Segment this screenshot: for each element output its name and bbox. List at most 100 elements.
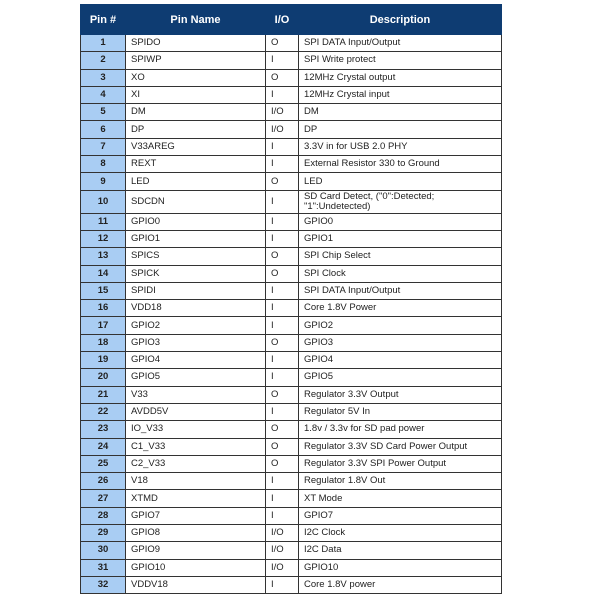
- pin-io: O: [265, 437, 299, 456]
- pin-number: 20: [80, 368, 126, 387]
- pin-number: 25: [80, 454, 126, 474]
- pin-description: SPI Clock: [298, 264, 502, 283]
- table-row: 28 GPIO7 I GPIO7: [80, 506, 502, 526]
- pin-description: 12MHz Crystal input: [298, 85, 502, 105]
- table-row: 7 V33AREG I 3.3V in for USB 2.0 PHY: [80, 137, 502, 157]
- pin-description: DP: [298, 120, 502, 139]
- pin-name: GPIO10: [125, 558, 266, 577]
- pin-io: I/O: [265, 103, 299, 122]
- pin-description: GPIO2: [298, 316, 502, 335]
- header-row: Pin # Pin Name I/O Description: [80, 4, 502, 35]
- table-row: 23 IO_V33 O 1.8v / 3.3v for SD pad power: [80, 420, 502, 439]
- table-row: 8 REXT I External Resistor 330 to Ground: [80, 155, 502, 174]
- pin-number: 7: [80, 137, 126, 157]
- pin-number: 4: [80, 85, 126, 105]
- pin-name: LED: [125, 172, 266, 191]
- pin-io: O: [265, 264, 299, 283]
- pin-name: SPIDI: [125, 281, 266, 301]
- pin-description: GPIO0: [298, 212, 502, 231]
- pin-name: V33AREG: [125, 137, 266, 157]
- pin-io: O: [265, 172, 299, 191]
- pin-description: GPIO5: [298, 368, 502, 387]
- pin-number: 2: [80, 51, 126, 70]
- pin-io: O: [265, 247, 299, 266]
- pin-description: XT Mode: [298, 489, 502, 508]
- table-row: 15 SPIDI I SPI DATA Input/Output: [80, 281, 502, 301]
- table-row: 16 VDD18 I Core 1.8V Power: [80, 299, 502, 318]
- pin-description: GPIO1: [298, 229, 502, 249]
- pin-io: I: [265, 316, 299, 335]
- header-io: I/O: [265, 4, 299, 35]
- pin-name: V33: [125, 385, 266, 404]
- pin-number: 10: [80, 189, 126, 214]
- pin-io: O: [265, 454, 299, 474]
- pin-number: 24: [80, 437, 126, 456]
- pin-description: 12MHz Crystal output: [298, 68, 502, 87]
- table-row: 30 GPIO9 I/O I2C Data: [80, 541, 502, 560]
- pin-number: 6: [80, 120, 126, 139]
- pin-name: GPIO2: [125, 316, 266, 335]
- pin-number: 1: [80, 33, 126, 53]
- pin-description: GPIO10: [298, 558, 502, 577]
- pin-description: Core 1.8V Power: [298, 299, 502, 318]
- pin-description: SPI DATA Input/Output: [298, 33, 502, 53]
- pin-number: 28: [80, 506, 126, 526]
- pin-io: I: [265, 575, 299, 595]
- table-row: 19 GPIO4 I GPIO4: [80, 351, 502, 370]
- pin-io: I/O: [265, 558, 299, 577]
- pin-number: 16: [80, 299, 126, 318]
- pin-table: Pin # Pin Name I/O Description 1 SPIDO O SP…: [80, 4, 502, 595]
- pin-description: 1.8v / 3.3v for SD pad power: [298, 420, 502, 439]
- table-row: 24 C1_V33 O Regulator 3.3V SD Card Power Ou…: [80, 437, 502, 456]
- pin-io: I: [265, 368, 299, 387]
- pin-number: 14: [80, 264, 126, 283]
- pin-number: 30: [80, 541, 126, 560]
- pin-io: O: [265, 333, 299, 353]
- pin-name: GPIO5: [125, 368, 266, 387]
- pin-description: Regulator 3.3V SPI Power Output: [298, 454, 502, 474]
- pin-name: SPICS: [125, 247, 266, 266]
- pin-number: 3: [80, 68, 126, 87]
- pin-name: GPIO1: [125, 229, 266, 249]
- pin-name: GPIO0: [125, 212, 266, 231]
- pin-name: XO: [125, 68, 266, 87]
- pin-name: XTMD: [125, 489, 266, 508]
- pin-description: Regulator 1.8V Out: [298, 472, 502, 491]
- pin-io: I: [265, 351, 299, 370]
- table-row: 31 GPIO10 I/O GPIO10: [80, 558, 502, 577]
- pin-number: 32: [80, 575, 126, 595]
- table-row: 10 SDCDN I SD Card Detect, ("0":Detected; "…: [80, 189, 502, 214]
- header-pin-name: Pin Name: [125, 4, 266, 35]
- pin-description: SPI Chip Select: [298, 247, 502, 266]
- pin-number: 22: [80, 402, 126, 422]
- table-row: 25 C2_V33 O Regulator 3.3V SPI Power Output: [80, 454, 502, 474]
- pin-description: External Resistor 330 to Ground: [298, 155, 502, 174]
- pin-description: DM: [298, 103, 502, 122]
- pin-number: 29: [80, 524, 126, 543]
- pin-description: I2C Data: [298, 541, 502, 560]
- pin-number: 23: [80, 420, 126, 439]
- pin-number: 13: [80, 247, 126, 266]
- table-row: 5 DM I/O DM: [80, 103, 502, 122]
- pin-description: Core 1.8V power: [298, 575, 502, 595]
- pin-name: VDDV18: [125, 575, 266, 595]
- table-row: 11 GPIO0 I GPIO0: [80, 212, 502, 231]
- table-row: 22 AVDD5V I Regulator 5V In: [80, 402, 502, 422]
- pin-number: 21: [80, 385, 126, 404]
- pin-name: VDD18: [125, 299, 266, 318]
- pin-description: GPIO7: [298, 506, 502, 526]
- pin-name: SPIWP: [125, 51, 266, 70]
- pin-name: REXT: [125, 155, 266, 174]
- table-row: 1 SPIDO O SPI DATA Input/Output: [80, 33, 502, 53]
- pin-name: GPIO9: [125, 541, 266, 560]
- table-row: 27 XTMD I XT Mode: [80, 489, 502, 508]
- table-row: 2 SPIWP I SPI Write protect: [80, 51, 502, 70]
- pin-io: I/O: [265, 120, 299, 139]
- header-description: Description: [298, 4, 502, 35]
- pin-number: 11: [80, 212, 126, 231]
- pin-number: 12: [80, 229, 126, 249]
- pin-io: I: [265, 402, 299, 422]
- pin-io: I: [265, 85, 299, 105]
- table-row: 14 SPICK O SPI Clock: [80, 264, 502, 283]
- pin-io: I: [265, 155, 299, 174]
